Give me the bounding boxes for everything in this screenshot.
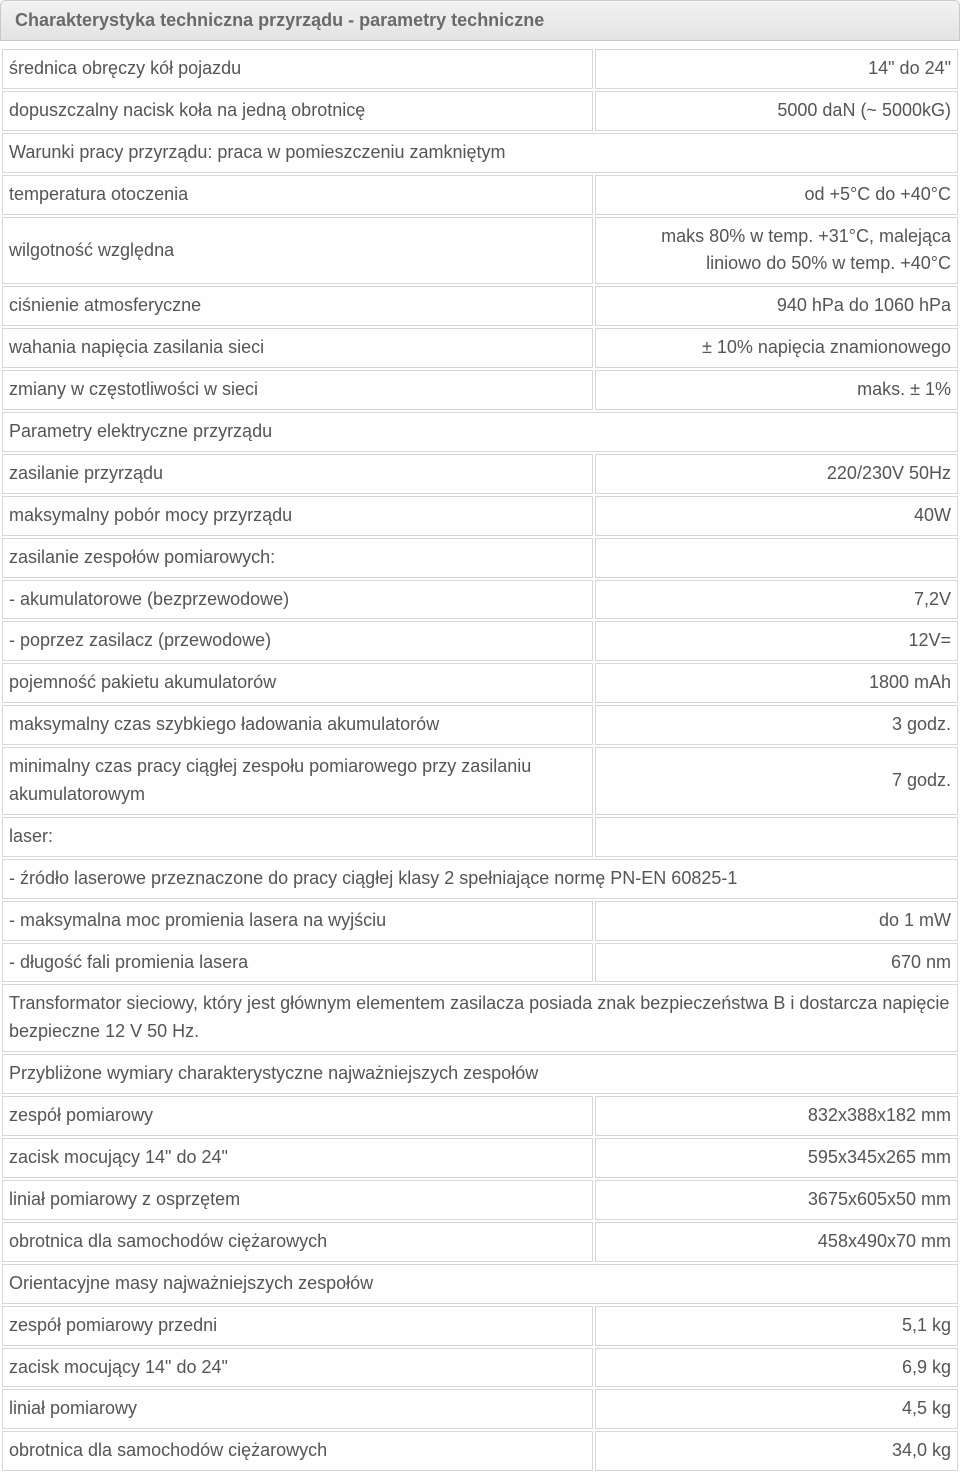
spec-label: ciśnienie atmosferyczne [2,286,593,326]
spec-full-cell: Transformator sieciowy, który jest główn… [2,984,958,1052]
spec-value: 4,5 kg [595,1389,958,1429]
table-row: maksymalny czas szybkiego ładowania akum… [2,705,958,745]
table-row: zespół pomiarowy832x388x182 mm [2,1096,958,1136]
spec-label: zasilanie zespołów pomiarowych: [2,538,593,578]
table-row: laser: [2,817,958,857]
spec-label: zacisk mocujący 14" do 24" [2,1348,593,1388]
table-row: temperatura otoczeniaod +5°C do +40°C [2,175,958,215]
spec-label: zespół pomiarowy przedni [2,1306,593,1346]
spec-value [595,817,958,857]
spec-value: maks 80% w temp. +31°C, malejąca liniowo… [595,217,958,285]
spec-label: - maksymalna moc promienia lasera na wyj… [2,901,593,941]
spec-value: 3675x605x50 mm [595,1180,958,1220]
spec-label: średnica obręczy kół pojazdu [2,49,593,89]
spec-label: laser: [2,817,593,857]
spec-value: maks. ± 1% [595,370,958,410]
spec-label: temperatura otoczenia [2,175,593,215]
table-row: zespół pomiarowy przedni5,1 kg [2,1306,958,1346]
table-row: zasilanie przyrządu220/230V 50Hz [2,454,958,494]
spec-value: 1800 mAh [595,663,958,703]
spec-label: maksymalny pobór mocy przyrządu [2,496,593,536]
spec-value: 5,1 kg [595,1306,958,1346]
spec-label: liniał pomiarowy z osprzętem [2,1180,593,1220]
spec-label: - akumulatorowe (bezprzewodowe) [2,580,593,620]
table-row: - poprzez zasilacz (przewodowe)12V= [2,621,958,661]
table-row: - maksymalna moc promienia lasera na wyj… [2,901,958,941]
panel-title: Charakterystyka techniczna przyrządu - p… [15,10,544,30]
spec-full-cell: Parametry elektryczne przyrządu [2,412,958,452]
spec-full-cell: Orientacyjne masy najważniejszych zespoł… [2,1264,958,1304]
table-row: ciśnienie atmosferyczne940 hPa do 1060 h… [2,286,958,326]
spec-value: 458x490x70 mm [595,1222,958,1262]
spec-value: 7 godz. [595,747,958,815]
spec-label: liniał pomiarowy [2,1389,593,1429]
spec-full-cell: Warunki pracy przyrządu: praca w pomiesz… [2,133,958,173]
spec-value: 6,9 kg [595,1348,958,1388]
spec-value: 832x388x182 mm [595,1096,958,1136]
spec-value: ± 10% napięcia znamionowego [595,328,958,368]
spec-label: dopuszczalny nacisk koła na jedną obrotn… [2,91,593,131]
table-row: liniał pomiarowy z osprzętem3675x605x50 … [2,1180,958,1220]
spec-label: zmiany w częstotliwości w sieci [2,370,593,410]
spec-value: 7,2V [595,580,958,620]
spec-value: 940 hPa do 1060 hPa [595,286,958,326]
table-row: zmiany w częstotliwości w siecimaks. ± 1… [2,370,958,410]
table-row: pojemność pakietu akumulatorów1800 mAh [2,663,958,703]
table-row: zasilanie zespołów pomiarowych: [2,538,958,578]
spec-full-cell: - źródło laserowe przeznaczone do pracy … [2,859,958,899]
spec-value: 40W [595,496,958,536]
table-row: Parametry elektryczne przyrządu [2,412,958,452]
spec-label: minimalny czas pracy ciągłej zespołu pom… [2,747,593,815]
table-row: Warunki pracy przyrządu: praca w pomiesz… [2,133,958,173]
table-row: wahania napięcia zasilania sieci± 10% na… [2,328,958,368]
table-row: średnica obręczy kół pojazdu14" do 24" [2,49,958,89]
spec-label: zacisk mocujący 14" do 24" [2,1138,593,1178]
spec-value: 34,0 kg [595,1431,958,1471]
panel-header: Charakterystyka techniczna przyrządu - p… [0,0,960,41]
spec-label: - długość fali promienia lasera [2,943,593,983]
spec-label: wilgotność względna [2,217,593,285]
spec-value: od +5°C do +40°C [595,175,958,215]
spec-label: wahania napięcia zasilania sieci [2,328,593,368]
spec-value: do 1 mW [595,901,958,941]
spec-label: zespół pomiarowy [2,1096,593,1136]
table-row: Transformator sieciowy, który jest główn… [2,984,958,1052]
table-row: - akumulatorowe (bezprzewodowe)7,2V [2,580,958,620]
spec-value: 3 godz. [595,705,958,745]
table-row: minimalny czas pracy ciągłej zespołu pom… [2,747,958,815]
spec-full-cell: Przybliżone wymiary charakterystyczne na… [2,1054,958,1094]
spec-value [595,538,958,578]
spec-table: średnica obręczy kół pojazdu14" do 24"do… [0,47,960,1473]
spec-label: - poprzez zasilacz (przewodowe) [2,621,593,661]
spec-value: 595x345x265 mm [595,1138,958,1178]
table-row: - długość fali promienia lasera670 nm [2,943,958,983]
table-row: obrotnica dla samochodów ciężarowych34,0… [2,1431,958,1471]
spec-value: 12V= [595,621,958,661]
spec-label: zasilanie przyrządu [2,454,593,494]
spec-value: 220/230V 50Hz [595,454,958,494]
spec-label: pojemność pakietu akumulatorów [2,663,593,703]
table-row: maksymalny pobór mocy przyrządu40W [2,496,958,536]
spec-label: maksymalny czas szybkiego ładowania akum… [2,705,593,745]
table-row: zacisk mocujący 14" do 24"6,9 kg [2,1348,958,1388]
table-row: zacisk mocujący 14" do 24"595x345x265 mm [2,1138,958,1178]
spec-label: obrotnica dla samochodów ciężarowych [2,1222,593,1262]
spec-label: obrotnica dla samochodów ciężarowych [2,1431,593,1471]
spec-value: 14" do 24" [595,49,958,89]
table-row: wilgotność względnamaks 80% w temp. +31°… [2,217,958,285]
table-row: - źródło laserowe przeznaczone do pracy … [2,859,958,899]
spec-value: 670 nm [595,943,958,983]
table-row: obrotnica dla samochodów ciężarowych458x… [2,1222,958,1262]
table-row: Orientacyjne masy najważniejszych zespoł… [2,1264,958,1304]
table-row: liniał pomiarowy4,5 kg [2,1389,958,1429]
table-row: Przybliżone wymiary charakterystyczne na… [2,1054,958,1094]
spec-value: 5000 daN (~ 5000kG) [595,91,958,131]
table-row: dopuszczalny nacisk koła na jedną obrotn… [2,91,958,131]
